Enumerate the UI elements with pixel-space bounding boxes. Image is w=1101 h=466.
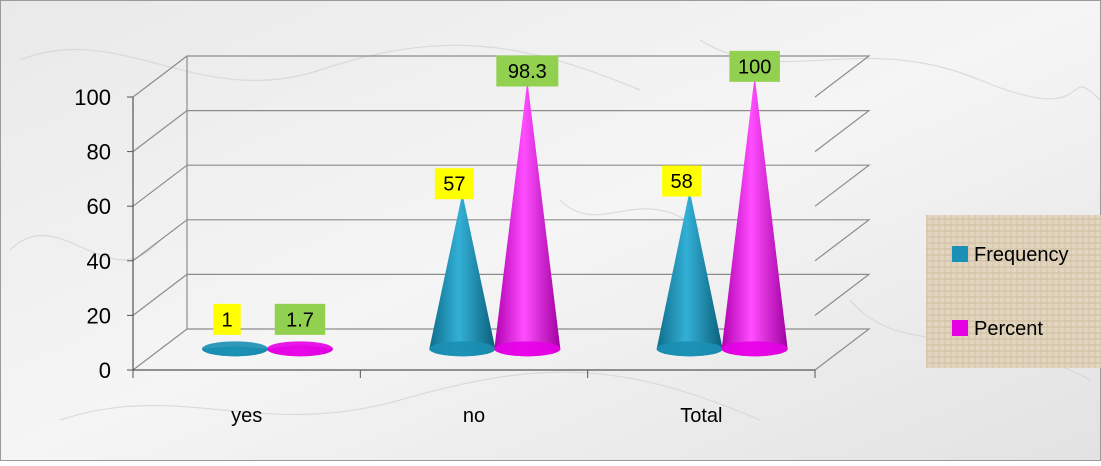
data-label-bg bbox=[274, 303, 326, 335]
cone-body bbox=[656, 190, 723, 357]
x-tick-label: no bbox=[463, 405, 485, 427]
cone-base bbox=[494, 341, 561, 357]
legend-label: Frequency bbox=[974, 244, 1069, 266]
data-label: 100 bbox=[729, 50, 780, 82]
axes bbox=[132, 56, 815, 371]
data-label-text: 1 bbox=[221, 309, 232, 331]
y-tick-label: 40 bbox=[87, 249, 111, 274]
x-tick-label: yes bbox=[231, 405, 262, 427]
data-label: 98.3 bbox=[496, 55, 559, 87]
y-tick-label: 0 bbox=[99, 358, 111, 383]
cone-base bbox=[202, 341, 268, 357]
legend-label: Percent bbox=[974, 318, 1043, 340]
cone-base bbox=[267, 341, 333, 357]
cone-percent-yes bbox=[267, 341, 333, 357]
y-tick-label: 80 bbox=[87, 140, 111, 165]
data-label: 1.7 bbox=[274, 303, 326, 335]
cone-frequency-yes bbox=[202, 341, 268, 357]
cone-frequency-total bbox=[656, 190, 723, 357]
legend-box bbox=[926, 215, 1101, 368]
data-label-text: 57 bbox=[443, 174, 465, 196]
data-label-text: 1.7 bbox=[286, 309, 314, 331]
data-label-bg bbox=[729, 50, 780, 82]
x-tick-label: Total bbox=[680, 405, 722, 427]
data-label-bg bbox=[434, 168, 474, 200]
cone-base bbox=[721, 341, 788, 357]
y-axis-ticks: 0 20 40 60 80 100 bbox=[74, 85, 133, 383]
cone-percent-total bbox=[721, 75, 788, 357]
cone-body bbox=[721, 75, 788, 357]
y-tick-label: 60 bbox=[87, 194, 111, 219]
cone-body bbox=[429, 193, 496, 357]
data-label-text: 100 bbox=[738, 56, 771, 78]
data-label: 57 bbox=[434, 168, 474, 200]
cone-base bbox=[429, 341, 496, 357]
data-label-bg bbox=[496, 55, 559, 87]
data-label-text: 98.3 bbox=[508, 61, 547, 83]
cone-percent-no bbox=[494, 80, 561, 357]
legend-swatch bbox=[952, 320, 968, 336]
cone-frequency-no bbox=[429, 193, 496, 357]
legend: Frequency Percent bbox=[926, 215, 1101, 368]
cone-base bbox=[656, 341, 723, 357]
cones bbox=[202, 75, 788, 357]
cone-body bbox=[494, 80, 561, 357]
x-axis-ticks: yes no Total bbox=[132, 370, 816, 427]
y-tick-label: 20 bbox=[87, 303, 111, 328]
data-labels: 1 57 58 1.7 98.3 100 bbox=[213, 50, 780, 335]
legend-swatch bbox=[952, 246, 968, 262]
y-tick-label: 100 bbox=[74, 85, 111, 110]
data-label-text: 58 bbox=[671, 171, 693, 193]
data-label: 58 bbox=[662, 165, 702, 197]
data-label: 1 bbox=[213, 303, 241, 335]
data-label-bg bbox=[662, 165, 702, 197]
data-label-bg bbox=[213, 303, 241, 335]
